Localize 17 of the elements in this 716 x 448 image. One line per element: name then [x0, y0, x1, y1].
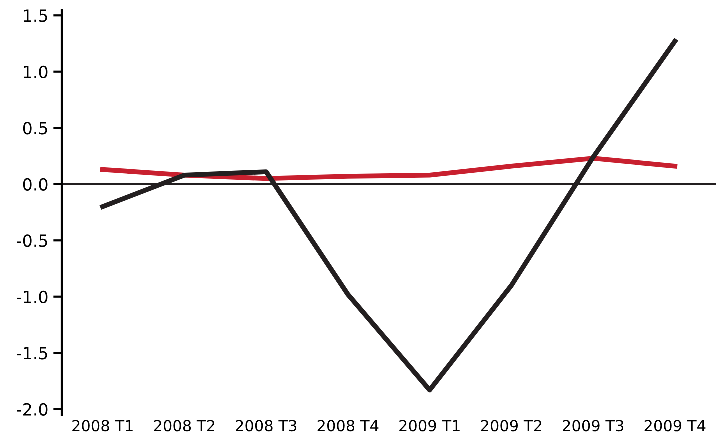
y-tick-label: -1.0: [17, 290, 48, 304]
x-tick-label: 2009 T1: [400, 420, 460, 432]
y-tick-label: 0.5: [23, 122, 48, 135]
y-tick-label: 1.5: [24, 10, 48, 22]
x-tick-label: 2009 T4: [644, 420, 706, 432]
y-tick-label: -2.0: [17, 403, 48, 416]
y-tick-label: -0.5: [17, 234, 48, 248]
x-tick-label: 2008 T4: [318, 420, 379, 432]
x-tick-label: 2009 T2: [481, 420, 542, 432]
x-tick-label: 2008 T2: [154, 420, 214, 432]
x-tick-label: 2008 T1: [72, 420, 133, 432]
x-tick-label: 2008 T3: [236, 420, 297, 432]
y-tick-label: 1.0: [24, 66, 48, 78]
y-tick-label: -1.5: [17, 347, 48, 360]
line-series: [100, 156, 678, 182]
x-tick-label: 2009 T3: [563, 420, 624, 432]
y-tick-label: 0.0: [23, 178, 48, 191]
